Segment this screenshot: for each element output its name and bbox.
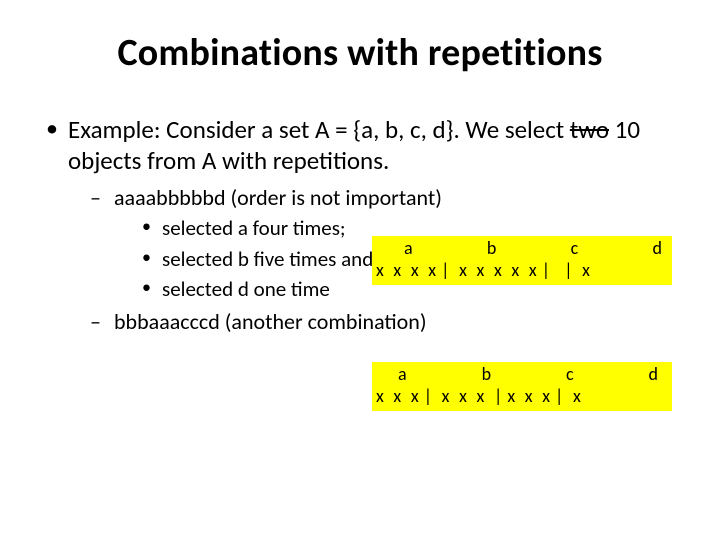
sub1-text: aaaabbbbbd (order is not important) [114,184,442,211]
bullet1-strike: two [570,114,609,145]
stars-bars-box-1: a b c d x x x x | x x x x x | | x [372,236,672,285]
box2-h-c: c [566,364,574,386]
bullet-list-level1: Example: Consider a set A = {a, b, c, d}… [40,114,680,337]
box1-h-c: c [571,238,579,260]
subsub-b-text: selected b five times and [162,246,373,272]
stars-bars-box-2: a b c d x x x | x x x | x x x | x [372,362,672,411]
box1-headers: a b c d [376,238,668,260]
box1-h-a: a [404,238,413,260]
box1-h-d: d [653,238,662,260]
subsub-c-text: selected d one time [162,276,330,302]
subsub-a-text: selected a four times; [162,215,346,241]
box1-row: x x x x | x x x x x | | x [376,260,668,282]
bullet-example: Example: Consider a set A = {a, b, c, d}… [40,114,680,337]
box2-h-b: b [482,364,491,386]
box2-h-d: d [649,364,658,386]
box1-h-b: b [487,238,496,260]
box2-h-a: a [398,364,407,386]
bullet1-text-prefix: Example: Consider a set A = {a, b, c, d}… [68,114,570,145]
sub-bullet-sequence2: bbbaaacccd (another combination) [84,307,680,337]
box2-row: x x x | x x x | x x x | x [376,386,668,408]
slide-title: Combinations with repetitions [40,30,680,76]
sub2-text: bbbaaacccd (another combination) [114,308,427,335]
box2-headers: a b c d [376,364,668,386]
